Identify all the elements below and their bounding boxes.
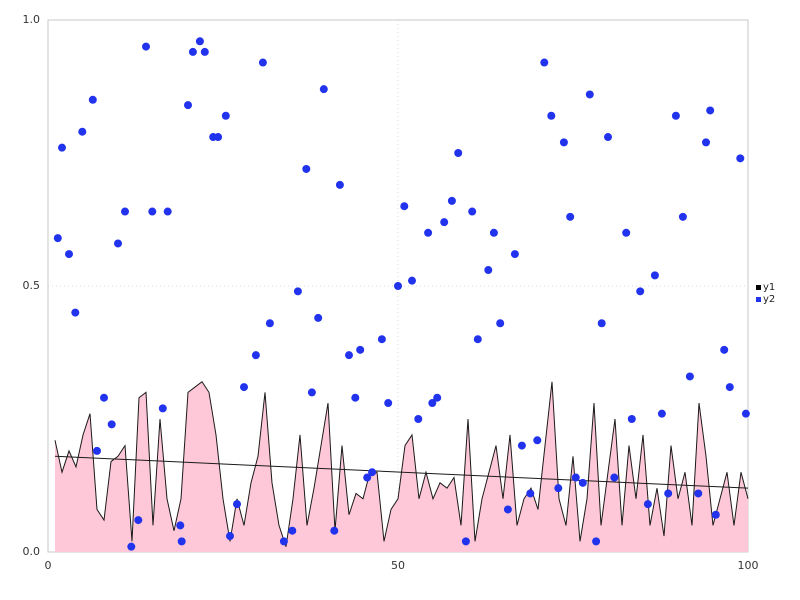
legend-swatch-y1-icon bbox=[756, 284, 761, 290]
y-tick-label-0.5: 0.5 bbox=[22, 279, 41, 292]
y-tick-label-1.0: 1.0 bbox=[22, 13, 41, 26]
legend-entry-y2: y2 bbox=[756, 293, 775, 305]
y-tick-label-0.0: 0.0 bbox=[22, 545, 41, 558]
legend: y1 y2 bbox=[756, 281, 775, 305]
legend-label-y2: y2 bbox=[763, 293, 776, 305]
legend-entry-y1: y1 bbox=[756, 281, 775, 293]
x-tick-label-0: 0 bbox=[44, 559, 52, 572]
x-tick-label-50: 50 bbox=[391, 559, 405, 572]
x-tick-label-100: 100 bbox=[737, 559, 759, 572]
legend-label-y1: y1 bbox=[763, 281, 776, 293]
legend-swatch-y2-icon bbox=[756, 296, 761, 302]
